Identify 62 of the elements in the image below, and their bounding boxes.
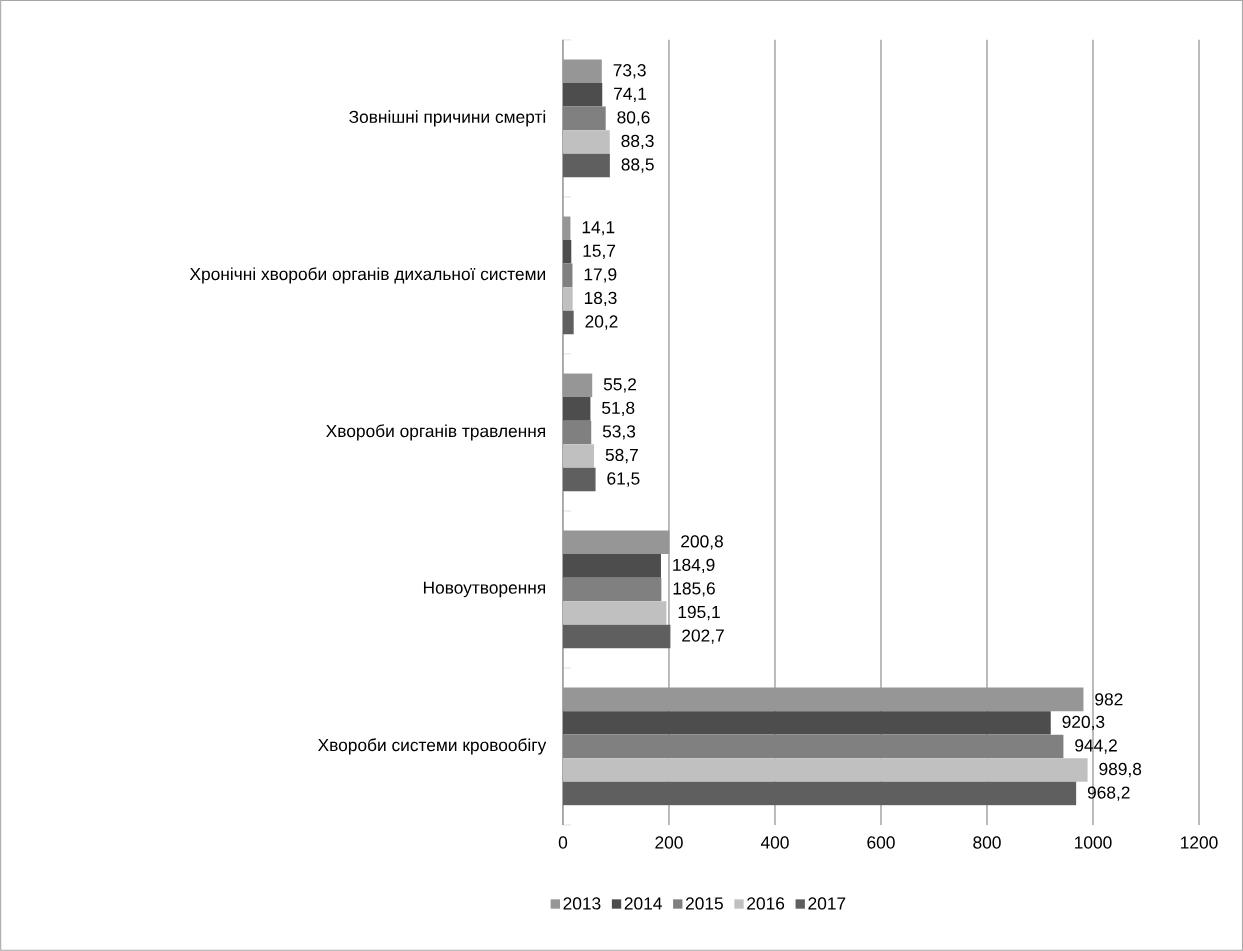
y-tick-label: Хвороби органів травлення — [326, 424, 545, 441]
bar — [562, 554, 661, 578]
data-label: 17,9 — [584, 268, 617, 283]
bar — [562, 216, 571, 241]
bar — [562, 444, 595, 468]
x-tick-label: 600 — [867, 836, 895, 849]
legend-label: 2015 — [685, 897, 723, 910]
data-label: 982 — [1095, 693, 1123, 706]
data-label: 58,7 — [605, 448, 638, 464]
legend-label: 2014 — [624, 897, 662, 910]
bar — [562, 530, 670, 555]
data-label: 88,3 — [621, 134, 654, 150]
bar — [562, 758, 1088, 782]
data-label: 185,6 — [673, 582, 715, 597]
bar — [562, 624, 671, 649]
bar — [562, 397, 591, 421]
bar — [562, 467, 596, 492]
data-label: 184,9 — [673, 558, 715, 574]
bar — [562, 83, 603, 107]
bar — [562, 287, 573, 311]
legend-label: 2016 — [747, 897, 785, 910]
bar — [562, 687, 1084, 712]
bar — [562, 310, 574, 335]
x-tick-label: 0 — [558, 836, 568, 849]
bar — [562, 601, 667, 625]
data-label: 200,8 — [681, 535, 723, 550]
bar — [562, 711, 1051, 735]
data-label: 989,8 — [1099, 762, 1142, 778]
data-label: 55,2 — [603, 378, 637, 393]
y-tick-label: Зовнішні причини смерті — [349, 110, 546, 127]
bar — [562, 59, 602, 84]
data-label: 202,7 — [682, 629, 724, 644]
x-tick-label: 1000 — [1075, 836, 1112, 849]
y-tick-label: Хронічні хвороби органів дихальної системи — [189, 267, 546, 284]
bar — [562, 130, 610, 154]
x-tick-label: 800 — [973, 836, 1001, 849]
bar — [562, 153, 610, 178]
data-label: 51,8 — [602, 401, 635, 417]
data-label: 88,5 — [621, 158, 654, 173]
data-label: 14,1 — [582, 221, 615, 236]
x-tick-label: 400 — [760, 836, 789, 849]
data-label: 15,7 — [583, 244, 616, 259]
data-label: 61,5 — [607, 472, 640, 487]
data-label: 920,3 — [1062, 715, 1105, 731]
x-tick-label: 200 — [655, 836, 683, 849]
data-label: 53,3 — [602, 425, 636, 440]
data-label: 944,2 — [1075, 739, 1117, 754]
bar — [562, 781, 1077, 806]
bar — [562, 240, 572, 264]
legend-label: 2013 — [563, 897, 601, 910]
data-label: 74,1 — [614, 87, 647, 102]
data-label: 968,2 — [1087, 786, 1130, 801]
data-label: 18,3 — [584, 291, 617, 307]
legend-label: 2017 — [808, 897, 846, 910]
data-label: 20,2 — [585, 315, 618, 330]
x-tick-label: 1200 — [1181, 836, 1218, 849]
data-label: 195,1 — [678, 605, 720, 621]
y-tick-label: Новоутворення — [423, 581, 546, 598]
bar — [562, 373, 593, 398]
data-label: 73,3 — [613, 64, 646, 79]
data-label: 80,6 — [617, 111, 650, 126]
y-tick-label: Хвороби системи кровообігу — [317, 738, 547, 755]
